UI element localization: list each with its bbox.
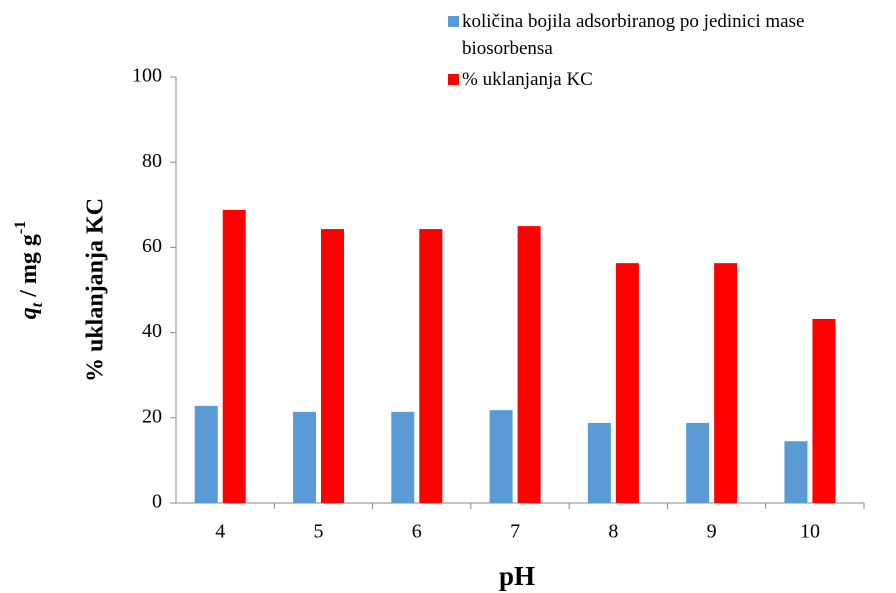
bar xyxy=(517,226,541,503)
x-tick-label: 10 xyxy=(800,521,820,543)
y-axis-label: % uklanjanja KC xyxy=(83,198,109,382)
legend-swatch xyxy=(448,74,459,85)
bar xyxy=(391,411,415,503)
legend-item: količina bojila adsorbiranog po jedinici… xyxy=(446,8,894,62)
legend-item: % uklanjanja KC xyxy=(446,66,894,93)
y-axis-label: qt / mg g-1 xyxy=(12,221,46,319)
y-tick-label: 80 xyxy=(142,150,162,172)
legend-label: % uklanjanja KC xyxy=(462,69,593,90)
x-tick-label: 4 xyxy=(215,521,225,543)
bar xyxy=(194,405,218,503)
bar xyxy=(812,318,836,503)
y-label-part: / mg g xyxy=(16,234,42,303)
y-tick-label: 40 xyxy=(142,320,162,342)
y-label-part: t xyxy=(29,302,46,307)
x-axis-label: pH xyxy=(499,561,535,591)
bar xyxy=(222,209,246,504)
x-tick-label: 8 xyxy=(608,521,618,543)
y-label-part: -1 xyxy=(12,221,29,234)
bar xyxy=(587,422,611,503)
bar xyxy=(784,441,808,503)
bar xyxy=(489,410,513,503)
x-tick-label: 9 xyxy=(707,521,717,543)
x-tick-label: 7 xyxy=(510,521,520,543)
x-tick-label: 5 xyxy=(314,521,324,543)
bar xyxy=(293,411,317,503)
y-tick-label: 60 xyxy=(142,235,162,257)
bar xyxy=(419,229,443,503)
bar xyxy=(321,229,345,503)
x-tick-label: 6 xyxy=(412,521,422,543)
legend-label: količina bojila adsorbiranog po jedinici… xyxy=(462,11,805,59)
bar xyxy=(615,263,639,503)
y-label-part: q xyxy=(16,307,42,319)
y-tick-label: 100 xyxy=(132,65,162,87)
bar xyxy=(714,263,738,503)
legend: količina bojila adsorbiranog po jedinici… xyxy=(446,8,894,97)
bar xyxy=(686,422,710,503)
legend-swatch xyxy=(448,16,459,27)
y-tick-label: 20 xyxy=(142,405,162,427)
y-tick-label: 0 xyxy=(152,491,162,513)
